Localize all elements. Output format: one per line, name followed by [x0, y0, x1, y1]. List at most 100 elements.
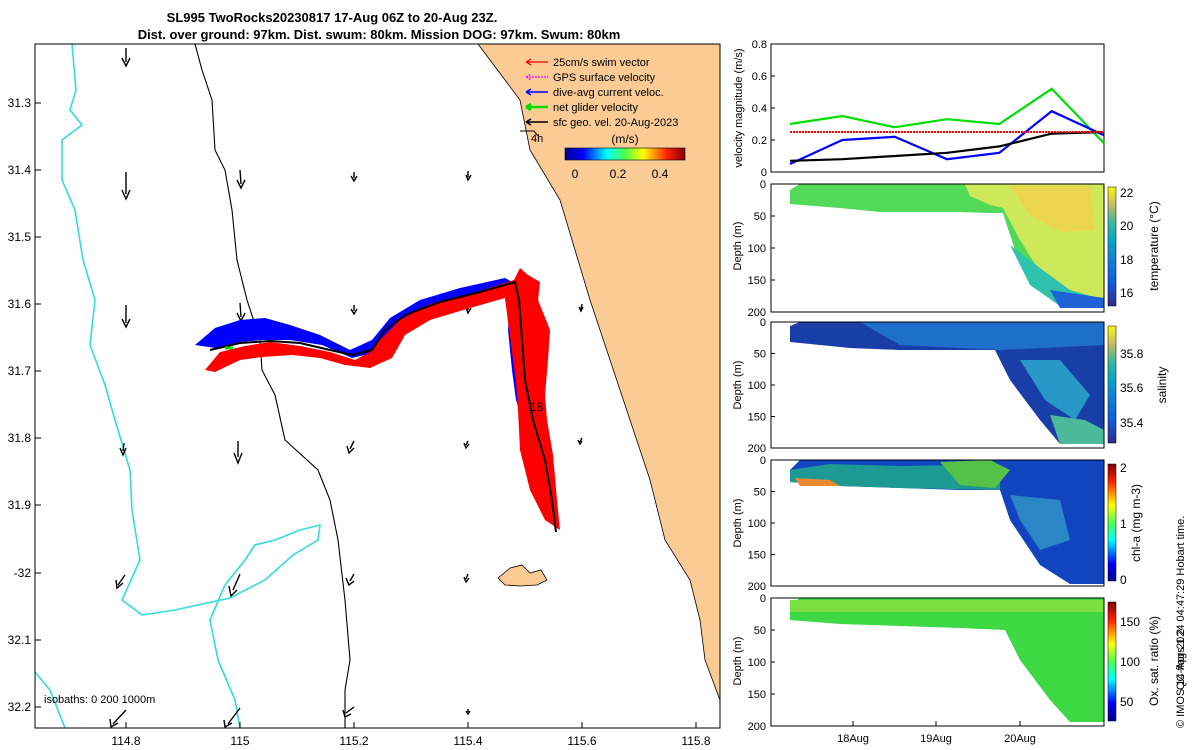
legend-label-geo: sfc geo. vel. 20-Aug-2023	[553, 117, 678, 129]
temperature-hot-core	[1010, 186, 1095, 232]
salinity-depth-tick-label: 0	[760, 317, 766, 329]
map-y-tick-label: -32	[14, 566, 32, 580]
map-y-tick-label: 32.2	[8, 700, 32, 714]
oxygen-ylabel: Depth (m)	[732, 637, 744, 686]
velocity-y-tick-label: 0.6	[752, 71, 767, 83]
map-y-tick-label: 31.9	[8, 498, 32, 512]
oxygen-depth-tick-label: 200	[748, 721, 766, 733]
map-y-tick-label: 31.6	[8, 297, 32, 311]
swim-vector-fringe	[205, 268, 560, 530]
day-marker: 18	[530, 400, 544, 414]
map-y-tick-label: 32.1	[8, 633, 32, 647]
legend-swatch-swim	[525, 58, 548, 66]
legend-entry-net: net glider velocity	[525, 102, 638, 114]
salinity-depth-tick-label: 150	[748, 412, 766, 424]
temperature-depth-tick-label: 0	[760, 179, 766, 191]
oxygen-depth-tick-label: 150	[748, 689, 766, 701]
temperature-cold-bottom	[1050, 290, 1104, 308]
speed-colorbar	[564, 147, 686, 161]
velocity-series-line	[789, 130, 1105, 162]
velocity-y-tick-label: 0.8	[752, 39, 767, 51]
velocity-y-tick-label: 0.4	[752, 103, 767, 115]
salinity-cblabel: salinity	[1155, 367, 1169, 404]
colorbar-tick-0: 0	[572, 167, 579, 181]
chla-mid-patch	[1010, 495, 1070, 550]
map-y-tick-label: 31.7	[8, 364, 32, 378]
temperature-depth-tick-label: 50	[754, 211, 766, 223]
temperature-depth-tick-label: 100	[748, 243, 766, 255]
panels-x-axis: 18Aug 19Aug 20Aug	[837, 721, 1036, 745]
colorbar-tick-04: 0.4	[652, 167, 669, 181]
map-x-tick-label: 115.8	[681, 734, 710, 748]
oxygen-cblabel: Ox. sat. ratio (%)	[1147, 616, 1161, 706]
legend-entry-dive-avg: dive-avg current veloc.	[525, 87, 664, 99]
land-mainland	[477, 44, 720, 701]
qc-note: QC flags 1 2	[1175, 629, 1187, 690]
colorbar-tick-02: 0.2	[610, 167, 627, 181]
chla-cb-tick-2: 2	[1120, 461, 1127, 475]
map-y-tick-label: 31.8	[8, 431, 32, 445]
legend-entry-gps: GPS surface velocity	[525, 72, 656, 84]
legend-swatch-dive-avg	[525, 88, 548, 96]
colorbar-unit: (m/s)	[611, 132, 638, 146]
temperature-cb-tick-18: 18	[1120, 253, 1134, 267]
map-x-tick-label: 115	[230, 734, 249, 748]
date-tick-label: 20Aug	[1004, 733, 1036, 745]
temperature-cb-tick-22: 22	[1120, 186, 1134, 200]
oxygen-surface-band	[790, 600, 1104, 612]
map-x-tick-label: 115.2	[339, 734, 368, 748]
temperature-cb-tick-16: 16	[1120, 286, 1134, 300]
oxygen-depth-tick-label: 50	[754, 625, 766, 637]
velocity-y-tick-label: 0.2	[752, 135, 767, 147]
figure-title-line2: Dist. over ground: 97km. Dist. swum: 80k…	[138, 27, 621, 42]
map-legend: 25cm/s swim vector GPS surface velocity …	[520, 57, 686, 181]
scale-marker-label: 4h	[531, 133, 543, 145]
salinity-panel: 35.8 35.6 35.4 salinity Depth (m)	[732, 321, 1169, 449]
chla-green-patch	[940, 460, 1010, 488]
salinity-depth-tick-label: 50	[754, 349, 766, 361]
chla-cblabel: chl-a (mg m-3)	[1129, 484, 1143, 562]
salinity-upper-band	[860, 322, 1104, 350]
chla-depth-tick-label: 100	[748, 518, 766, 530]
salinity-deep-high	[1050, 415, 1104, 444]
velocity-ylabel: velocity magnitude (m/s)	[733, 48, 745, 167]
salinity-ylabel: Depth (m)	[732, 361, 744, 410]
salinity-depth-tick-label: 200	[748, 443, 766, 455]
map-x-tick-label: 115.4	[453, 734, 482, 748]
temperature-panel: 22 20 18 16 temperature (°C) Depth (m)	[732, 183, 1161, 313]
map-x-axis: 114.8 115 115.2 115.4 115.6 115.8	[111, 722, 711, 748]
chla-depth-tick-label: 150	[748, 550, 766, 562]
oxygen-colorbar	[1107, 601, 1117, 722]
oxygen-cb-tick-150: 150	[1120, 615, 1140, 629]
temperature-colorbar	[1107, 186, 1117, 307]
legend-swatch-net	[525, 102, 548, 112]
figure-title-line1: SL995 TwoRocks20230817 17-Aug 06Z to 20-…	[167, 10, 498, 25]
chla-depth-tick-label: 50	[754, 487, 766, 499]
temperature-cb-tick-20: 20	[1120, 219, 1134, 233]
credit-note: © IMOS 14-Apr-2024 04:47:29 Hobart time.	[1175, 516, 1187, 728]
oxygen-depth-tick-label: 100	[748, 657, 766, 669]
velocity-y-axis: 0 0.2 0.4 0.6 0.8	[752, 39, 775, 179]
velocity-y-tick-label: 0	[761, 167, 767, 179]
oxygen-panel: 150 100 50 Ox. sat. ratio (%) Depth (m)	[732, 597, 1161, 727]
salinity-colorbar	[1107, 325, 1117, 444]
chla-cb-tick-0: 0	[1120, 573, 1127, 587]
chla-depth-tick-label: 200	[748, 581, 766, 593]
sfc-geo-velocity-arrows	[109, 48, 584, 728]
map-y-tick-label: 31.5	[8, 230, 32, 244]
temperature-depth-tick-label: 200	[748, 307, 766, 319]
isobath-note: isobaths: 0 200 1000m	[44, 694, 155, 706]
map-y-axis: 31.3 31.4 31.5 31.6 31.7 31.8 31.9 -32 32.1 32.2	[8, 96, 41, 714]
date-tick-label: 18Aug	[837, 733, 869, 745]
salinity-depth-tick-label: 100	[748, 380, 766, 392]
salinity-cb-tick-358: 35.8	[1120, 347, 1144, 361]
map-x-tick-label: 115.6	[567, 734, 596, 748]
velocity-panel: 0 0.2 0.4 0.6 0.8 velocity magnitude (m/s)	[733, 39, 1105, 179]
temperature-cblabel: temperature (°C)	[1147, 201, 1161, 291]
legend-label-net: net glider velocity	[553, 102, 638, 114]
legend-label-swim: 25cm/s swim vector	[553, 57, 650, 69]
date-tick-label: 19Aug	[920, 733, 952, 745]
isobath-1000m	[35, 44, 321, 728]
oxygen-cb-tick-50: 50	[1120, 695, 1134, 709]
map-panel: 114.8 115 115.2 115.4 115.6 115.8 31.331.431.…	[8, 43, 721, 748]
